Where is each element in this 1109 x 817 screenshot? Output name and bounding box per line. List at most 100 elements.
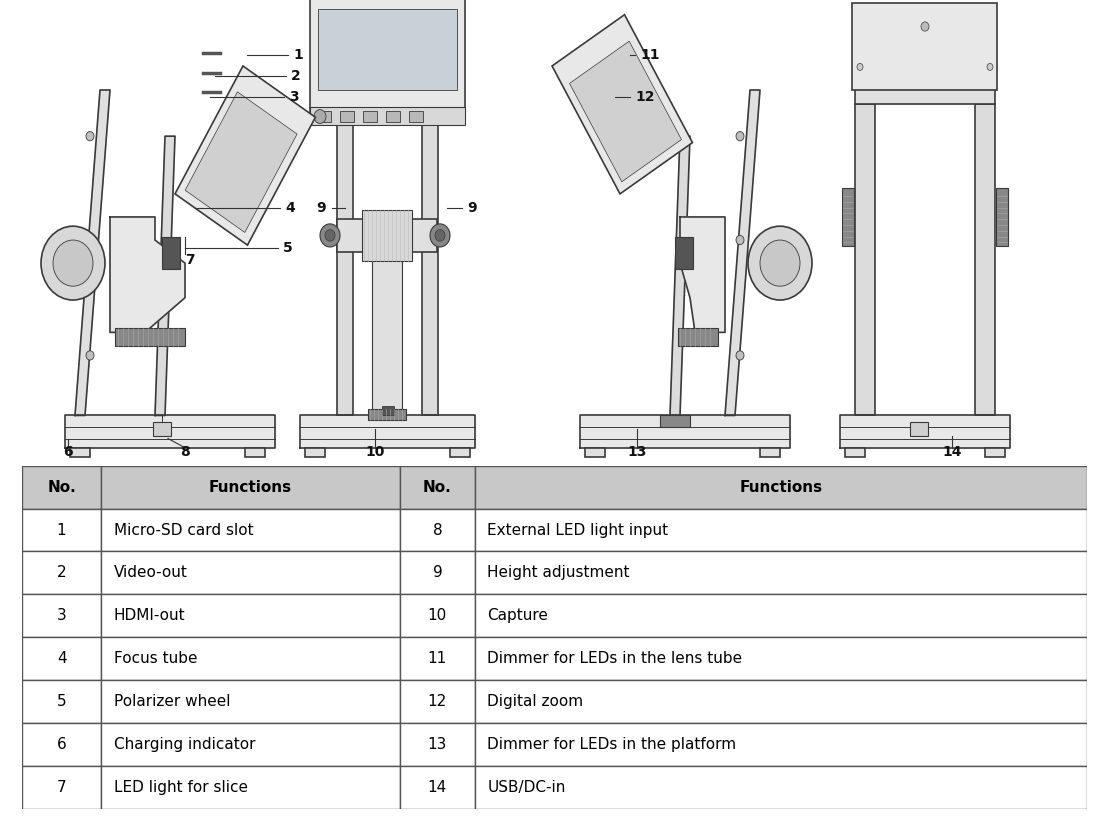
Text: 4: 4 bbox=[57, 651, 67, 666]
Circle shape bbox=[430, 224, 450, 247]
Text: 14: 14 bbox=[428, 780, 447, 795]
Text: 13: 13 bbox=[628, 445, 647, 459]
Text: Video-out: Video-out bbox=[114, 565, 187, 580]
Bar bbox=[845, 448, 865, 457]
Text: 5: 5 bbox=[283, 241, 293, 255]
Bar bbox=[362, 210, 413, 261]
Circle shape bbox=[736, 132, 744, 141]
Bar bbox=[400, 466, 475, 508]
Bar bbox=[101, 766, 400, 809]
Bar bbox=[101, 508, 400, 551]
Bar bbox=[386, 111, 400, 123]
Polygon shape bbox=[110, 217, 185, 333]
Circle shape bbox=[857, 64, 863, 70]
Text: 2: 2 bbox=[291, 69, 301, 83]
Text: 12: 12 bbox=[635, 90, 654, 104]
Bar bbox=[245, 448, 265, 457]
Bar bbox=[305, 448, 325, 457]
Bar bbox=[101, 680, 400, 723]
Bar bbox=[475, 551, 1087, 595]
Bar bbox=[855, 64, 995, 104]
Text: Digital zoom: Digital zoom bbox=[488, 694, 583, 709]
Text: Dimmer for LEDs in the platform: Dimmer for LEDs in the platform bbox=[488, 737, 736, 752]
Circle shape bbox=[435, 230, 445, 241]
Text: Focus tube: Focus tube bbox=[114, 651, 197, 666]
Circle shape bbox=[736, 235, 744, 244]
Bar bbox=[400, 508, 475, 551]
Text: 12: 12 bbox=[428, 694, 447, 709]
Polygon shape bbox=[670, 136, 690, 416]
Text: 9: 9 bbox=[467, 201, 477, 215]
Bar bbox=[115, 328, 185, 346]
Bar bbox=[101, 595, 400, 637]
Text: Charging indicator: Charging indicator bbox=[114, 737, 255, 752]
Bar bbox=[400, 551, 475, 595]
Polygon shape bbox=[75, 90, 110, 416]
Circle shape bbox=[87, 235, 94, 244]
Bar bbox=[337, 81, 353, 416]
Bar bbox=[101, 723, 400, 766]
Text: 13: 13 bbox=[428, 737, 447, 752]
Bar bbox=[475, 508, 1087, 551]
Bar bbox=[475, 595, 1087, 637]
Text: Dimmer for LEDs in the lens tube: Dimmer for LEDs in the lens tube bbox=[488, 651, 743, 666]
Bar bbox=[400, 766, 475, 809]
Bar bbox=[475, 680, 1087, 723]
Polygon shape bbox=[570, 41, 681, 181]
Bar bbox=[372, 229, 401, 416]
Polygon shape bbox=[552, 15, 692, 194]
Text: LED light for slice: LED light for slice bbox=[114, 780, 247, 795]
Polygon shape bbox=[175, 66, 315, 245]
Bar bbox=[760, 448, 780, 457]
Bar bbox=[22, 551, 101, 595]
Text: 1: 1 bbox=[293, 48, 303, 62]
Bar bbox=[101, 551, 400, 595]
Bar bbox=[162, 237, 180, 269]
Text: 7: 7 bbox=[185, 252, 194, 266]
Text: 9: 9 bbox=[433, 565, 442, 580]
Circle shape bbox=[321, 224, 340, 247]
Bar bbox=[423, 81, 438, 416]
Bar bbox=[450, 448, 470, 457]
Bar bbox=[409, 111, 423, 123]
Circle shape bbox=[920, 22, 929, 31]
Bar bbox=[101, 637, 400, 680]
Text: No.: No. bbox=[423, 480, 451, 494]
Bar bbox=[475, 766, 1087, 809]
Bar bbox=[22, 766, 101, 809]
Bar bbox=[400, 637, 475, 680]
Text: Height adjustment: Height adjustment bbox=[488, 565, 630, 580]
Polygon shape bbox=[301, 416, 475, 448]
Bar bbox=[22, 508, 101, 551]
Circle shape bbox=[747, 226, 812, 300]
Bar bbox=[996, 188, 1008, 246]
Circle shape bbox=[760, 240, 800, 286]
Circle shape bbox=[53, 240, 93, 286]
Bar bbox=[368, 408, 406, 420]
Circle shape bbox=[325, 230, 335, 241]
Bar bbox=[153, 422, 171, 436]
Bar bbox=[317, 111, 330, 123]
Bar bbox=[22, 595, 101, 637]
Circle shape bbox=[736, 350, 744, 360]
Bar bbox=[852, 3, 997, 90]
Text: 14: 14 bbox=[943, 445, 962, 459]
Text: External LED light input: External LED light input bbox=[488, 523, 669, 538]
Text: 6: 6 bbox=[57, 737, 67, 752]
Text: No.: No. bbox=[48, 480, 75, 494]
Text: 4: 4 bbox=[285, 201, 295, 215]
Polygon shape bbox=[155, 136, 175, 416]
Bar bbox=[660, 416, 690, 427]
Bar bbox=[381, 406, 394, 416]
Polygon shape bbox=[185, 92, 297, 233]
Bar bbox=[975, 104, 995, 416]
Bar bbox=[400, 595, 475, 637]
Circle shape bbox=[87, 350, 94, 360]
Text: 8: 8 bbox=[180, 445, 190, 459]
Bar bbox=[400, 723, 475, 766]
Text: 6: 6 bbox=[63, 445, 73, 459]
Bar bbox=[985, 448, 1005, 457]
Text: 7: 7 bbox=[57, 780, 67, 795]
Bar bbox=[22, 723, 101, 766]
Bar bbox=[842, 188, 854, 246]
